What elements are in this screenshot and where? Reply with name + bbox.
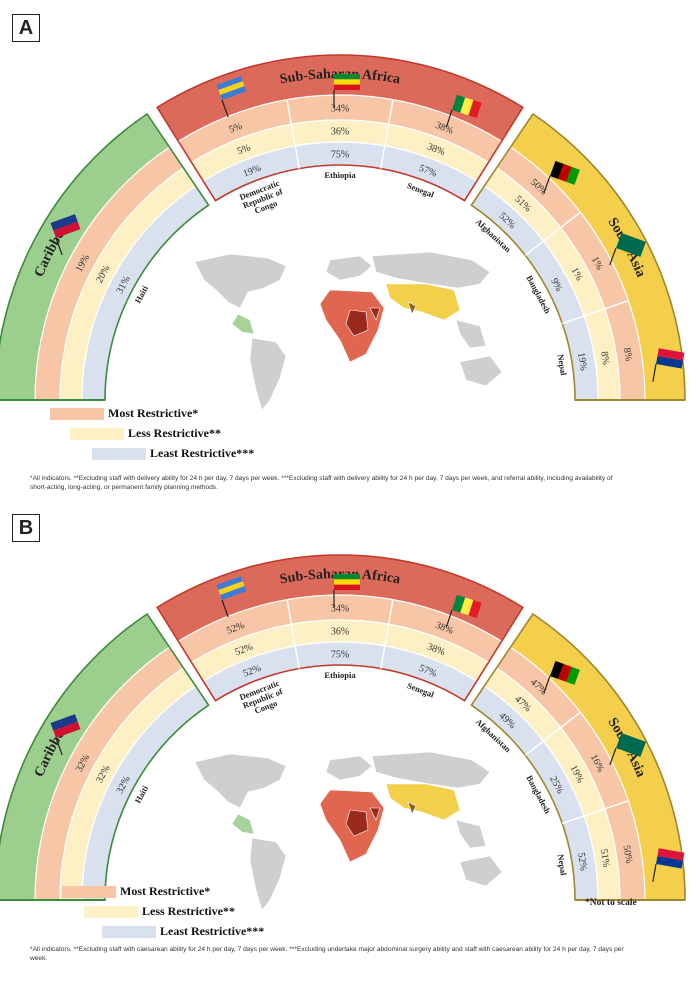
legend-most: Most Restrictive* [108,406,199,420]
country-name: Ethiopia [324,170,356,180]
south-asia-region [385,783,461,821]
region-band-caribbean [0,113,170,400]
value-less: 8% [598,351,611,366]
region-outline-ssa [156,554,524,702]
asia-north [371,751,491,789]
drc-highlight [345,309,369,337]
legend-swatch-least [92,448,146,460]
value-most: 8% [621,347,634,362]
senegal-flag-icon [445,594,482,628]
legend-least: Least Restrictive*** [160,924,265,938]
value-most: 50% [621,845,635,865]
region-outline-ssa [156,54,524,202]
drc-flag-icon [216,576,247,618]
panel-b: B CaribbeanSub-Saharan AfricaSouth Asia3… [0,500,700,990]
legend-less: Less Restrictive** [128,426,221,440]
drc-highlight [345,809,369,837]
ethiopia-highlight [369,307,381,321]
footnote: *All indicators. **Excluding staff with … [30,946,624,963]
legend-less: Less Restrictive** [142,904,235,918]
divider [561,299,629,325]
value-less: 36% [331,127,349,138]
southeast-asia [455,819,487,849]
region-band-southasia [510,613,685,900]
value-less: 5% [236,142,252,157]
nepal-highlight [407,301,417,315]
world-map [194,751,503,911]
country-name: Haiti [133,783,151,805]
region-band-ssa [157,54,523,142]
world-map [194,251,503,411]
nepal-highlight [407,801,417,815]
ethiopia-flag-icon [333,574,360,608]
value-least: 75% [331,650,349,661]
caribbean-region [231,813,255,835]
divider [380,599,394,669]
divider [380,99,394,169]
nepal-flag-icon [652,848,685,882]
drc-flag-icon [216,76,247,118]
region-band-southasia [510,113,685,400]
senegal-flag-icon [445,94,482,128]
country-name: Nepal [556,854,569,877]
value-most: 34% [331,104,349,115]
footnote: *All indicators. **Excluding staff with … [30,475,613,492]
country-name: Ethiopia [324,670,356,680]
region-band-ssa [157,555,523,642]
divider [286,599,300,669]
south-america [249,837,287,911]
divider [524,711,581,756]
australia [459,855,503,887]
panel-a: A CaribbeanSub-Saharan AfricaSouth Asia1… [0,0,700,492]
southeast-asia [455,319,487,349]
region-outline-caribbean [0,112,210,401]
country-name: Nepal [556,354,569,377]
bangladesh-flag-icon [609,232,646,266]
legend-swatch-most [50,408,104,420]
asia-north [371,251,491,289]
north-america [194,253,287,309]
bangladesh-flag-icon [609,732,646,766]
south-america [249,337,287,411]
region-outline-caribbean [0,612,210,901]
nepal-flag-icon [652,348,685,382]
europe [325,755,373,781]
legend-swatch-least [102,926,156,938]
divider [286,99,300,169]
afghanistan-flag-icon [543,160,580,194]
value-least: 19% [575,352,589,372]
value-less: 51% [598,848,612,868]
ethiopia-flag-icon [333,74,360,108]
afghanistan-flag-icon [543,660,580,694]
south-asia-region [385,283,461,321]
scale-note: *Not to scale [585,898,637,908]
region-band-caribbean [0,613,170,900]
ethiopia-highlight [369,807,381,821]
panel-label: A [12,14,40,42]
europe [325,255,373,281]
value-least: 52% [575,852,589,872]
value-most: 5% [228,121,244,136]
country-name: Haiti [133,283,151,305]
value-least: 75% [331,150,349,161]
australia [459,355,503,387]
legend-swatch-most [62,886,116,898]
haiti-flag-icon [50,214,81,256]
divider [561,799,629,825]
regional-arc-diagram: CaribbeanSub-Saharan AfricaSouth Asia32%… [0,554,686,911]
caribbean-region [231,313,255,335]
haiti-flag-icon [50,714,81,756]
legend-swatch-less [70,428,124,440]
panel-label: B [12,514,40,542]
divider [524,211,581,256]
regional-arc-diagram: CaribbeanSub-Saharan AfricaSouth Asia19%… [0,54,686,411]
legend-most: Most Restrictive* [120,884,211,898]
value-less: 36% [331,627,349,638]
legend-least: Least Restrictive*** [150,446,255,460]
value-most: 34% [331,604,349,615]
legend-swatch-less [84,906,138,918]
north-america [194,753,287,809]
